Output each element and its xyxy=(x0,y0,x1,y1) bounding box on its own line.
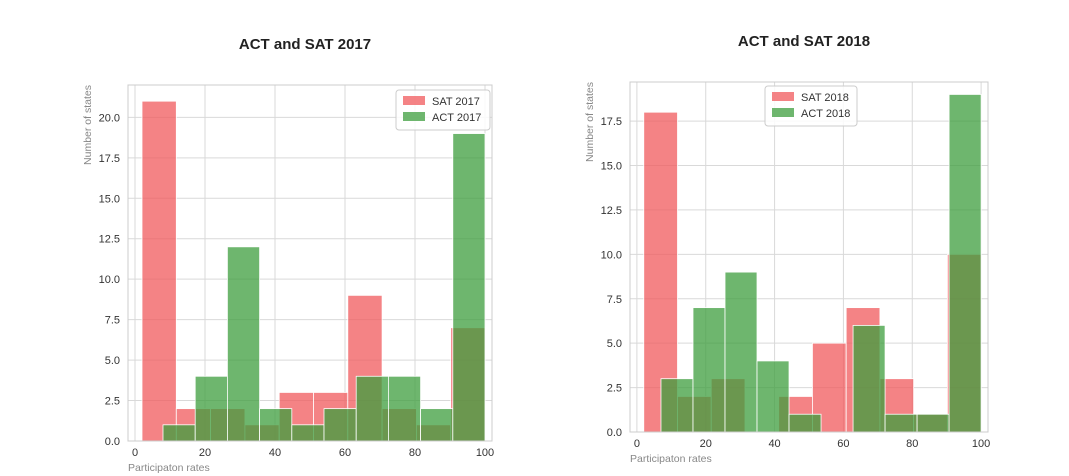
y-tick-label: 5.0 xyxy=(105,355,120,367)
act-bar xyxy=(420,408,454,442)
x-tick-label: 100 xyxy=(476,447,494,459)
act-bar xyxy=(291,424,325,442)
act-bar xyxy=(660,378,694,433)
x-tick-label: 0 xyxy=(132,447,138,459)
act-bar xyxy=(692,307,726,433)
act-bar xyxy=(194,375,228,442)
y-axis-label: Number of states xyxy=(82,85,94,165)
y-tick-label: 2.5 xyxy=(105,396,120,408)
y-tick-label: 7.5 xyxy=(105,315,120,327)
act-bar xyxy=(162,424,196,442)
chart-title: ACT and SAT 2018 xyxy=(737,33,871,50)
act-bar xyxy=(452,133,486,442)
act-bar xyxy=(884,413,918,433)
act-bar xyxy=(226,246,260,442)
y-tick-label: 7.5 xyxy=(607,294,622,306)
sat-bar xyxy=(141,100,177,442)
legend-label: SAT 2018 xyxy=(801,92,849,104)
x-tick-label: 80 xyxy=(906,438,918,450)
x-tick-label: 40 xyxy=(269,447,281,459)
chart-title: ACT and SAT 2017 xyxy=(238,36,372,53)
act-bar xyxy=(323,408,357,442)
act-bar xyxy=(387,375,421,442)
legend-label: ACT 2017 xyxy=(432,112,481,124)
histogram-2018: 0 20 40 60 80 100 0.0 2.5 5.0 7.5 10.0 12.5 15.0 17.5… xyxy=(584,81,990,465)
legend-label: SAT 2017 xyxy=(432,96,480,108)
legend-swatch xyxy=(403,96,425,105)
act-bar xyxy=(788,413,822,433)
y-tick-label: 15.0 xyxy=(601,161,622,173)
plot-frame xyxy=(127,84,493,442)
act-bar xyxy=(724,271,758,433)
chart-panel-2017: ACT and SAT 2017 0 20 40 60 80 100 0.0 2.5 5.0 7.… xyxy=(0,0,534,476)
x-axis-label: Participaton rates xyxy=(630,453,712,465)
y-tick-label: 0.0 xyxy=(607,427,622,439)
chart-panel-2018: ACT and SAT 2018 0 20 40 60 80 100 0.0 2.5 5.0 7.… xyxy=(534,0,1069,476)
act-bar xyxy=(852,325,886,433)
y-tick-label: 20.0 xyxy=(99,112,120,124)
act-bar xyxy=(948,94,982,433)
y-tick-label: 10.0 xyxy=(99,274,120,286)
act-bar xyxy=(259,408,293,442)
y-tick-label: 5.0 xyxy=(607,338,622,350)
y-tick-label: 0.0 xyxy=(105,436,120,448)
y-tick-label: 15.0 xyxy=(99,193,120,205)
x-tick-label: 100 xyxy=(972,438,990,450)
y-tick-label: 2.5 xyxy=(607,383,622,395)
x-axis-label: Participaton rates xyxy=(128,462,210,474)
legend-swatch xyxy=(403,112,425,121)
x-tick-label: 20 xyxy=(199,447,211,459)
act-bar xyxy=(355,375,389,442)
legend-label: ACT 2018 xyxy=(801,108,850,120)
legend-swatch xyxy=(772,108,794,117)
y-tick-label: 12.5 xyxy=(601,205,622,217)
histogram-2017: 0 20 40 60 80 100 0.0 2.5 5.0 7.5 10.0 12.5 15.0 17.5… xyxy=(82,84,494,474)
legend-swatch xyxy=(772,92,794,101)
y-axis-label: Number of states xyxy=(584,82,596,162)
x-tick-label: 60 xyxy=(339,447,351,459)
x-tick-label: 20 xyxy=(700,438,712,450)
plot-frame xyxy=(629,81,989,433)
y-tick-label: 17.5 xyxy=(99,153,120,165)
y-tick-label: 10.0 xyxy=(601,249,622,261)
act-bar xyxy=(916,413,950,433)
y-tick-label: 12.5 xyxy=(99,234,120,246)
x-tick-label: 60 xyxy=(837,438,849,450)
x-tick-label: 0 xyxy=(634,438,640,450)
x-tick-label: 80 xyxy=(409,447,421,459)
y-tick-label: 17.5 xyxy=(601,116,622,128)
x-tick-label: 40 xyxy=(768,438,780,450)
act-bar xyxy=(756,360,790,433)
